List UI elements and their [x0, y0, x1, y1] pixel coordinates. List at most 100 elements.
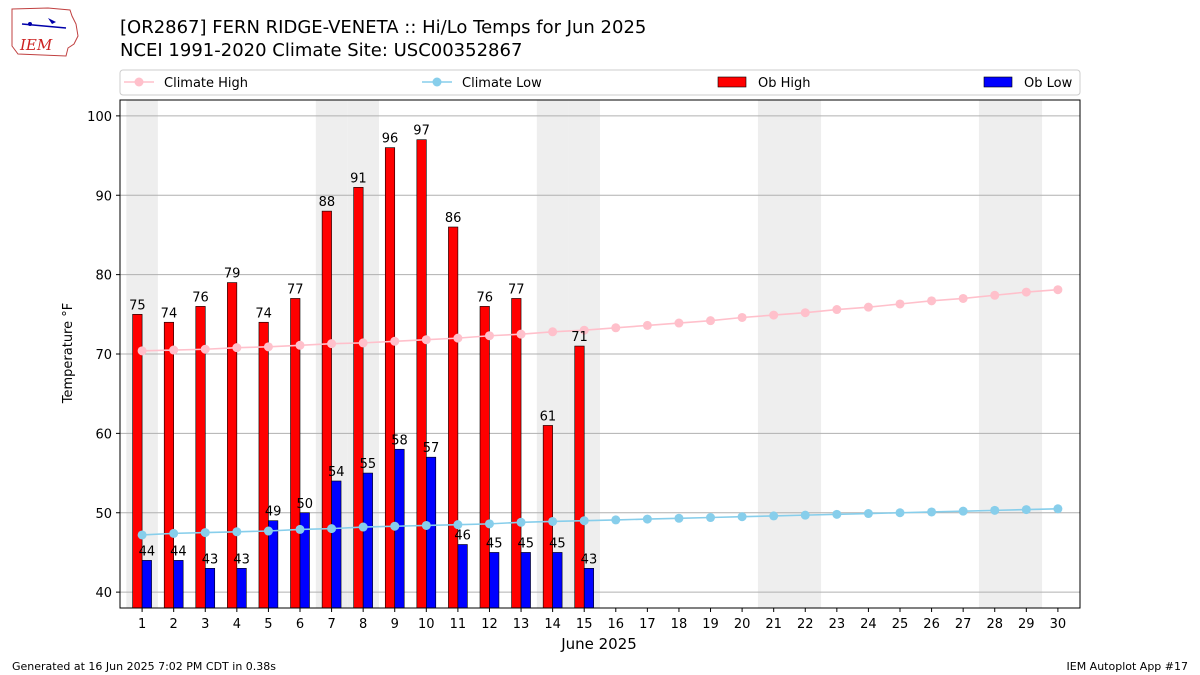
climate-low-point: [863, 509, 873, 519]
legend: Climate High Climate Low Ob High Ob Low: [119, 69, 1081, 96]
ob-high-bar: [574, 345, 585, 609]
legend-ob-high-label: Ob High: [758, 76, 811, 91]
y-axis-label: Temperature °F: [61, 303, 76, 404]
ob-high-bar: [353, 187, 364, 609]
climate-high-point: [642, 320, 652, 330]
climate-high-point: [421, 335, 431, 345]
ob-high-bar: [448, 226, 459, 609]
climate-high-point: [516, 329, 526, 339]
ob-low-bar-label: 43: [202, 552, 219, 567]
legend-climate-low-marker: [432, 77, 442, 87]
ob-low-bar: [331, 480, 342, 609]
ob-low-bar: [236, 568, 247, 609]
climate-low-point: [327, 524, 337, 534]
climate-low-point: [421, 520, 431, 530]
ob-high-bar: [321, 210, 332, 609]
ob-low-bar-label: 45: [518, 536, 535, 551]
ob-high-bar-label: 75: [129, 298, 146, 313]
legend-climate-low-label: Climate Low: [462, 76, 542, 91]
legend-climate-high-label: Climate High: [164, 76, 248, 91]
data-labels: 75 74 76 79 74 77 88 91 96 97 86 76 77 61 71 44 44 43 43 49…: [129, 124, 597, 568]
y-tick-label: 100: [87, 110, 112, 125]
x-tick-label: 19: [702, 617, 719, 632]
climate-low-point: [895, 508, 905, 518]
climate-high-point: [453, 333, 463, 343]
x-tick-label: 30: [1050, 617, 1067, 632]
climate-high-point: [200, 344, 210, 354]
climate-low-point: [548, 516, 558, 526]
climate-high-point: [327, 339, 337, 349]
ob-low-bar: [457, 544, 468, 609]
ob-low-bar-label: 49: [265, 505, 282, 520]
climate-high-point: [927, 296, 937, 306]
x-tick-label: 25: [892, 617, 909, 632]
climate-high-point: [1021, 287, 1031, 297]
ob-high-bar-label: 79: [224, 267, 241, 282]
climate-high-point: [1053, 285, 1063, 295]
x-tick-label: 14: [544, 617, 561, 632]
x-tick-label: 29: [1018, 617, 1035, 632]
climate-high-point: [579, 325, 589, 335]
climate-low-point: [453, 520, 463, 530]
legend-ob-low-swatch: [983, 76, 1013, 88]
ob-high-bar-label: 96: [382, 132, 399, 147]
x-tick-label: 18: [671, 617, 688, 632]
climate-low-point: [832, 509, 842, 519]
climate-low-point: [927, 507, 937, 517]
x-tick-label: 27: [955, 617, 972, 632]
ob-low-bar: [552, 552, 563, 609]
climate-high-point: [737, 312, 747, 322]
ob-low-bar-label: 57: [423, 441, 440, 456]
ob-high-bar-label: 61: [540, 409, 557, 424]
climate-low-point: [642, 514, 652, 524]
ob-high-bar: [542, 425, 553, 609]
ob-low-bar-label: 58: [391, 433, 408, 448]
climate-high-point: [232, 343, 242, 353]
climate-low-point: [611, 515, 621, 525]
climate-low-point: [674, 513, 684, 523]
ob-low-bar-label: 55: [360, 457, 377, 472]
y-tick-label: 70: [95, 348, 112, 363]
ob-high-bar-label: 74: [255, 306, 272, 321]
climate-low-point: [263, 526, 273, 536]
climate-high-point: [611, 323, 621, 333]
climate-low-point: [358, 522, 368, 532]
ob-low-bar: [583, 568, 594, 609]
ob-low-bar-label: 44: [170, 544, 187, 559]
ob-high-bar-label: 86: [445, 211, 462, 226]
ob-high-bar: [416, 139, 427, 609]
climate-high-point: [263, 342, 273, 352]
bars: [132, 139, 594, 609]
ob-low-bar: [362, 472, 373, 609]
climate-high-point: [990, 290, 1000, 300]
iem-logo: IEM: [11, 7, 79, 57]
x-tick-label: 23: [829, 617, 846, 632]
x-tick-label: 26: [923, 617, 940, 632]
ob-low-bar-label: 45: [486, 536, 503, 551]
climate-low-point: [200, 528, 210, 538]
x-tick-label: 28: [986, 617, 1003, 632]
ob-high-bar-label: 76: [476, 290, 493, 305]
ob-high-bar-label: 76: [192, 290, 209, 305]
climate-high-point: [358, 338, 368, 348]
ob-high-bar: [511, 298, 522, 609]
x-tick-label: 6: [296, 617, 304, 632]
y-tick-label: 40: [95, 586, 112, 601]
x-tick-label: 10: [418, 617, 435, 632]
x-tick-label: 3: [201, 617, 209, 632]
x-tick-label: 21: [765, 617, 782, 632]
climate-high-point: [800, 308, 810, 318]
ob-high-bar-label: 74: [161, 306, 178, 321]
x-tick-label: 5: [264, 617, 272, 632]
climate-low-line: [142, 507, 1058, 536]
ob-high-bar: [384, 147, 396, 609]
climate-low-point: [232, 527, 242, 537]
ob-low-bar-label: 44: [139, 544, 156, 559]
legend-climate-high-marker: [134, 77, 144, 87]
x-tick-label: 11: [450, 617, 467, 632]
ob-low-bar: [489, 552, 500, 609]
x-tick-label: 8: [359, 617, 367, 632]
ob-high-bar-label: 91: [350, 171, 367, 186]
climate-low-point: [390, 521, 400, 531]
